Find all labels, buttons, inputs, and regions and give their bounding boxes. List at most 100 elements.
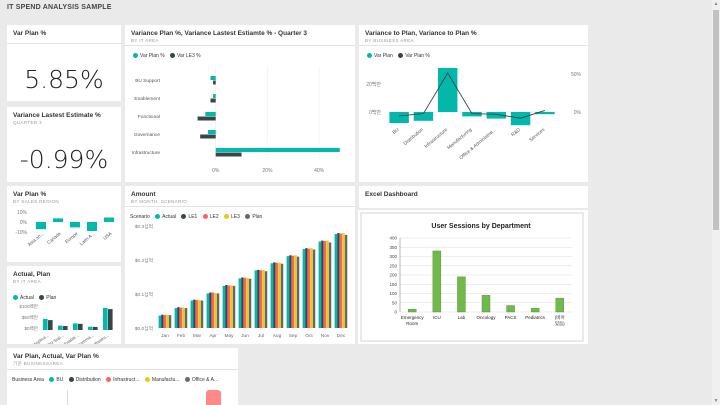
tile-var-plan-sales-region[interactable]: Var Plan % BY SALES REGION 10% 0% -10% Asia…	[7, 186, 121, 262]
chart-bar	[198, 300, 201, 328]
chart-bar	[307, 248, 311, 328]
tile-title: Variance Plan %, Variance Lastest Estiam…	[131, 30, 307, 37]
legend-label: Plan	[46, 295, 57, 301]
chart-bar	[241, 277, 244, 328]
tile-title: Variance to Plan, Variance to Plan %	[365, 30, 477, 37]
legend-label: LE3	[231, 214, 240, 220]
y-axis-label-left: 0백만	[369, 109, 381, 116]
legend-swatch-var-le3	[170, 53, 176, 58]
chart-bar	[259, 270, 263, 328]
category-label: Emergency	[401, 315, 425, 320]
category-label: BU Sup...	[47, 333, 65, 344]
legend-label: Actual	[162, 214, 177, 220]
legend-title: Scenario	[130, 214, 150, 220]
chart-bar	[264, 271, 268, 328]
tile-subtitle: 기준 BUSINESSAREA	[13, 361, 63, 366]
tile-variance-by-it-area[interactable]: Variance Plan %, Variance Lastest Estiam…	[125, 25, 355, 182]
chart-bar	[58, 325, 63, 330]
chart-bar	[302, 249, 306, 328]
vertical-scrollbar[interactable]: ▲ ▼	[712, 0, 720, 405]
chart-bar	[326, 240, 329, 328]
chart-bar	[108, 309, 113, 330]
chart-bar	[213, 94, 216, 98]
tile-variance-le3-kpi[interactable]: Variance Lastest Estimate % QUARTER 3 -0…	[7, 107, 121, 182]
x-tick-label: Dec	[337, 333, 346, 339]
chart-bar	[270, 263, 274, 328]
chart-bar	[43, 319, 48, 330]
tile-var-plan-kpi[interactable]: Var Plan % 5.85%	[7, 25, 121, 101]
chart-bar	[158, 315, 162, 328]
tile-actual-plan[interactable]: Actual, Plan BY IT AREA Actual Plan $100…	[7, 266, 121, 344]
tile-var-plan-actual-business[interactable]: Var Plan, Actual, Var Plan % 기준 BUSINESS…	[7, 348, 238, 405]
category-label: Canada	[46, 231, 62, 245]
legend-swatch-le1	[181, 214, 187, 219]
variance-to-plan-chart: 20백만 0백만 50% 0% BU Distribution Infrastructure…	[366, 68, 582, 161]
kpi-value: -0.99%	[19, 145, 109, 174]
y-tick-label: $0.0십억	[135, 325, 153, 332]
chart-bar	[193, 299, 196, 328]
chart-bar	[291, 255, 295, 328]
category-label: Services	[528, 127, 546, 144]
dashboard-title: IT SPEND ANALYSIS SAMPLE	[7, 4, 112, 11]
category-label: Oncology	[476, 315, 496, 320]
chart-bar	[339, 233, 343, 328]
chart-bar	[278, 262, 281, 328]
scroll-up-icon[interactable]: ▲	[713, 1, 719, 7]
chart-bar	[273, 262, 276, 328]
divider	[125, 45, 355, 46]
tile-title: Var Plan %	[13, 191, 47, 198]
category-label: Pediatrics	[525, 315, 546, 320]
tile-title: Amount	[131, 191, 156, 198]
chart-bar	[103, 308, 108, 330]
chart-bar	[190, 300, 194, 328]
y-tick-label: 350	[389, 245, 397, 250]
legend-label: Var LE3 %	[177, 53, 201, 59]
category-label: BU	[391, 127, 400, 136]
divider	[125, 206, 355, 207]
excel-chart-area[interactable]: User Sessions by Department 0 50 100 150 200 2…	[358, 210, 588, 344]
chart-bar	[438, 68, 458, 112]
chart-bar	[323, 241, 327, 328]
legend-label: Var Plan %	[405, 53, 430, 59]
tile-excel-dashboard-header[interactable]: Excel Dashboard	[359, 186, 588, 208]
chart-bar	[555, 297, 564, 313]
chart-bar	[161, 314, 164, 328]
chart-bar	[174, 308, 178, 328]
category-label: Infrastructure	[423, 127, 449, 150]
legend-swatch-le2	[202, 214, 208, 219]
category-label: Applica...	[32, 333, 49, 344]
chart-bar	[182, 307, 185, 328]
category-label: ICU	[433, 315, 441, 320]
legend-label: Var Plan %	[140, 53, 165, 59]
chart-bar	[93, 326, 98, 330]
chart-bar	[195, 300, 199, 328]
chart-bar	[205, 112, 216, 116]
x-tick-label: Apr	[209, 333, 217, 339]
chart-legend: Actual Plan	[9, 295, 56, 301]
x-tick-label: Feb	[177, 333, 186, 339]
category-label: Asia an...	[27, 231, 45, 247]
divider	[7, 369, 238, 370]
x-tick-label: Jul	[258, 333, 264, 339]
x-tick-label: May	[224, 333, 234, 339]
legend-swatch-infrastructure	[106, 377, 112, 382]
category-label: Enablement	[134, 96, 160, 102]
scroll-down-icon[interactable]: ▼	[713, 398, 719, 404]
tile-title: Var Plan, Actual, Var Plan %	[13, 353, 99, 360]
chart-bar	[232, 285, 236, 328]
chart-bar	[344, 234, 348, 328]
category-label: 있음)	[555, 320, 565, 327]
chart-bar	[215, 152, 242, 157]
tile-amount-by-month[interactable]: Amount BY MONTH, SCENARIO Scenario Actua…	[125, 186, 355, 344]
y-tick-label: $0백만	[24, 325, 38, 332]
chart-legend: Var Plan Var Plan %	[363, 53, 430, 59]
category-label: Europe	[64, 231, 79, 245]
y-axis-label-left: 20백만	[366, 81, 381, 88]
scrollbar-thumb[interactable]	[713, 10, 719, 230]
chart-bar	[87, 222, 97, 231]
chart-bar	[321, 240, 324, 328]
chart-bar	[280, 263, 284, 328]
chart-bar	[312, 249, 316, 328]
y-tick-label: 150	[389, 282, 397, 287]
tile-variance-to-plan[interactable]: Variance to Plan, Variance to Plan % BY …	[359, 25, 588, 182]
